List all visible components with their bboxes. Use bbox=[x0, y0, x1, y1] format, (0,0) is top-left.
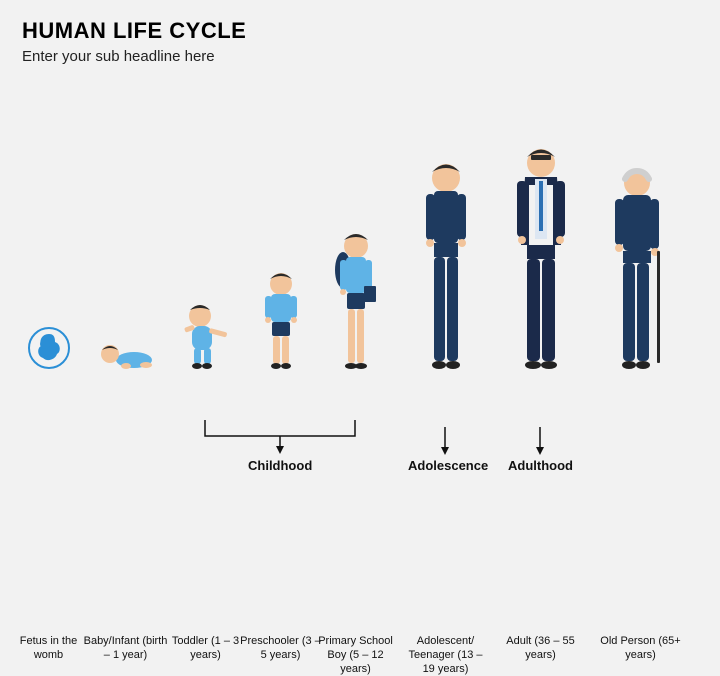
adult-figure bbox=[505, 145, 577, 370]
stage-row: Fetus in the womb Baby/Infant (birth – 1… bbox=[0, 110, 720, 370]
stage-label-old: Old Person (65+ years) bbox=[597, 635, 685, 663]
old-figure bbox=[601, 165, 681, 370]
stage-label-primary: Primary School Boy (5 – 12 years) bbox=[312, 635, 400, 676]
fetus-icon bbox=[27, 326, 71, 370]
page-title: HUMAN LIFE CYCLE bbox=[22, 18, 246, 44]
page-subtitle: Enter your sub headline here bbox=[22, 48, 215, 65]
adulthood-arrow bbox=[0, 425, 720, 465]
primary-figure bbox=[328, 230, 384, 370]
baby-figure bbox=[96, 340, 156, 370]
stage-label-teen: Adolescent/ Teenager (13 – 19 years) bbox=[402, 635, 490, 676]
preschooler-figure bbox=[257, 270, 305, 370]
toddler-figure bbox=[176, 302, 236, 370]
teen-figure bbox=[414, 160, 478, 370]
stage-label-baby: Baby/Infant (birth – 1 year) bbox=[82, 635, 170, 663]
phase-adulthood: Adulthood bbox=[508, 458, 573, 473]
stage-label-fetus: Fetus in the womb bbox=[5, 635, 93, 663]
stage-label-adult: Adult (36 – 55 years) bbox=[497, 635, 585, 663]
